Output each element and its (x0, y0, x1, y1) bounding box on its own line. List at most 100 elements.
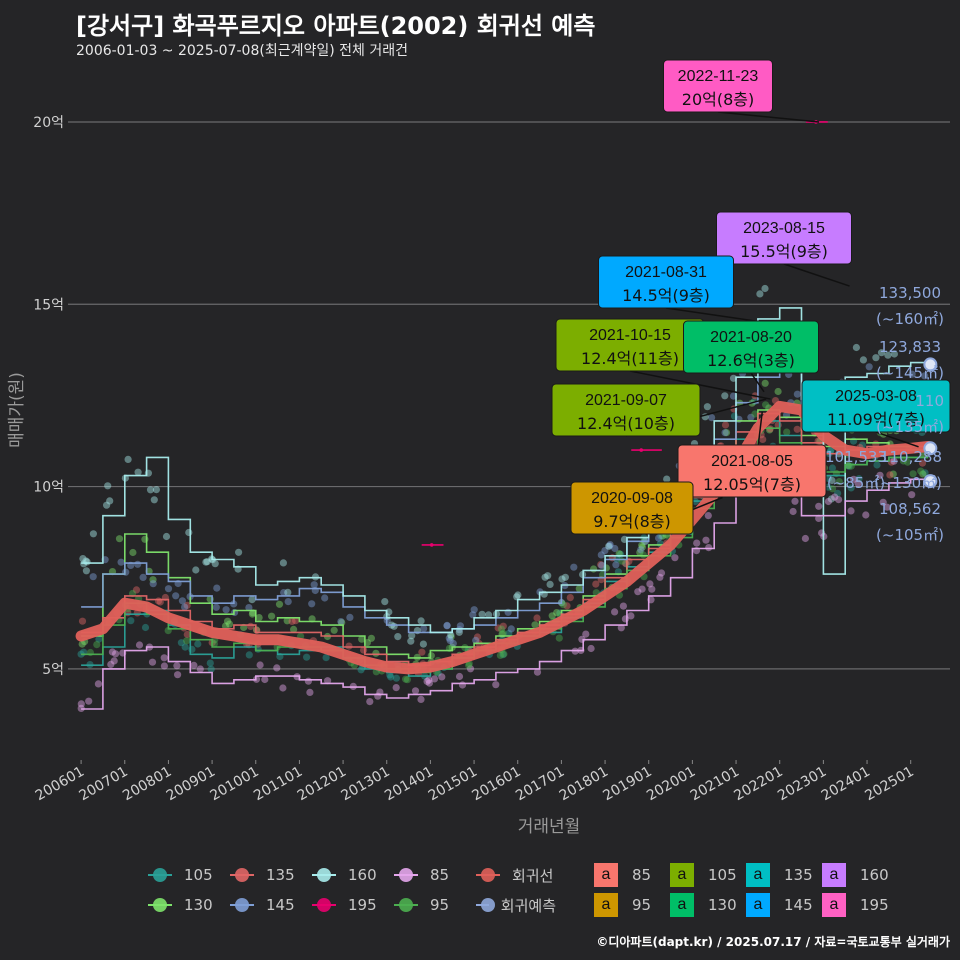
legend-box-item: a 95 (594, 893, 670, 917)
scatter-point (847, 484, 855, 492)
x-tick-label: 201101 (251, 764, 305, 805)
legend-item: 160 (310, 864, 392, 886)
scatter-point (751, 410, 759, 418)
scatter-point (617, 624, 625, 632)
scatter-point (115, 535, 124, 543)
forecast-value: 133,500 (879, 284, 941, 302)
scatter-point (152, 486, 160, 494)
scatter-point (337, 618, 345, 626)
annotation-date: 2023-08-15 (743, 220, 825, 237)
scatter-point (79, 555, 87, 563)
scatter-point (827, 495, 836, 503)
scatter-point (637, 546, 645, 554)
legend-item: 195 (310, 894, 392, 916)
scatter-point (835, 478, 843, 486)
forecast-label: 101,533 (~85㎡) (825, 448, 887, 492)
annotation-price: 12.4억(10층) (577, 414, 675, 433)
scatter-point (815, 502, 823, 510)
forecast-marker (923, 357, 938, 372)
annotation-leader (783, 263, 850, 287)
scatter-point (655, 534, 663, 542)
scatter-point (611, 544, 619, 553)
scatter-point (921, 372, 929, 380)
scatter-point (225, 620, 234, 628)
scatter-point (756, 290, 764, 298)
scatter-point (248, 610, 256, 618)
scatter-point (443, 622, 451, 630)
y-axis-title: 매매가(원) (7, 372, 27, 448)
legend-swatch (310, 864, 338, 886)
scatter-point (544, 572, 552, 580)
scatter-point (852, 343, 861, 352)
scatter-point (188, 645, 196, 654)
scatter-point (663, 475, 671, 483)
scatter-point (761, 284, 769, 293)
scatter-point (149, 580, 157, 588)
x-tick-label: 201401 (382, 764, 436, 805)
scatter-point (172, 592, 180, 600)
legend-box-item: a 130 (670, 893, 746, 917)
scatter-point (93, 641, 101, 649)
scatter-point (883, 503, 891, 511)
scatter-point (918, 459, 927, 467)
scatter-point (919, 470, 927, 478)
scatter-point (372, 649, 380, 657)
scatter-point (873, 461, 881, 469)
scatter-point (909, 470, 917, 478)
scatter-point (708, 414, 716, 422)
legend-box-item: a 135 (746, 863, 822, 887)
scatter-point (430, 675, 439, 683)
legend-item: 95 (392, 894, 474, 916)
scatter-point (321, 594, 329, 602)
scatter-point (789, 507, 797, 516)
legend-item: 회귀선 (474, 864, 556, 886)
scatter-point (194, 640, 202, 648)
scatter-point (95, 635, 103, 643)
legend-label: 160 (348, 866, 377, 884)
scatter-point (507, 625, 515, 633)
scatter-point (290, 625, 298, 634)
scatter-point (245, 604, 253, 612)
chart-title: [강서구] 화곡푸르지오 아파트(2002) 회귀선 예측 (76, 12, 596, 40)
x-tick-label: 200901 (164, 764, 218, 805)
scatter-point (255, 614, 263, 622)
legend-box-swatch: a (670, 863, 694, 887)
scatter-point (862, 511, 870, 519)
forecast-marker (923, 474, 938, 489)
scatter-point (408, 632, 416, 640)
scatter-point (211, 560, 219, 568)
scatter-point (469, 611, 477, 619)
y-tick-label: 10억 (33, 480, 64, 496)
legend-label: 회귀예측 (500, 896, 556, 915)
legend-item: 105 (146, 864, 228, 886)
scatter-point (829, 485, 837, 493)
legend-item: 130 (146, 894, 228, 916)
scatter-point (183, 637, 191, 645)
legend-label: 105 (184, 866, 213, 884)
scatter-point (160, 662, 168, 670)
scatter-point (703, 403, 712, 411)
scatter-point (606, 542, 614, 550)
scatter-point (82, 567, 90, 575)
scatter-point (268, 612, 276, 620)
scatter-point (470, 606, 478, 614)
scatter-point (747, 413, 755, 421)
scatter-point (721, 429, 729, 437)
scatter-point (828, 464, 837, 472)
scatter-point (183, 630, 191, 639)
y-tick-label: 20억 (33, 115, 64, 131)
forecast-label: 108,562 (~105㎡) (876, 500, 944, 544)
scatter-point (492, 681, 500, 689)
scatter-point (407, 637, 415, 645)
forecast-area: (~130㎡) (874, 474, 942, 492)
scatter-point (478, 610, 486, 618)
forecast-label: 133,500 (~160㎡) (876, 284, 944, 328)
scatter-point (456, 622, 464, 630)
scatter-point (791, 497, 799, 505)
scatter-point (164, 585, 173, 593)
scatter-point (627, 612, 635, 620)
annotation-date: 2021-08-05 (711, 453, 793, 470)
scatter-point (921, 469, 929, 477)
forecast-marker (923, 441, 938, 456)
scatter-point (224, 617, 232, 625)
